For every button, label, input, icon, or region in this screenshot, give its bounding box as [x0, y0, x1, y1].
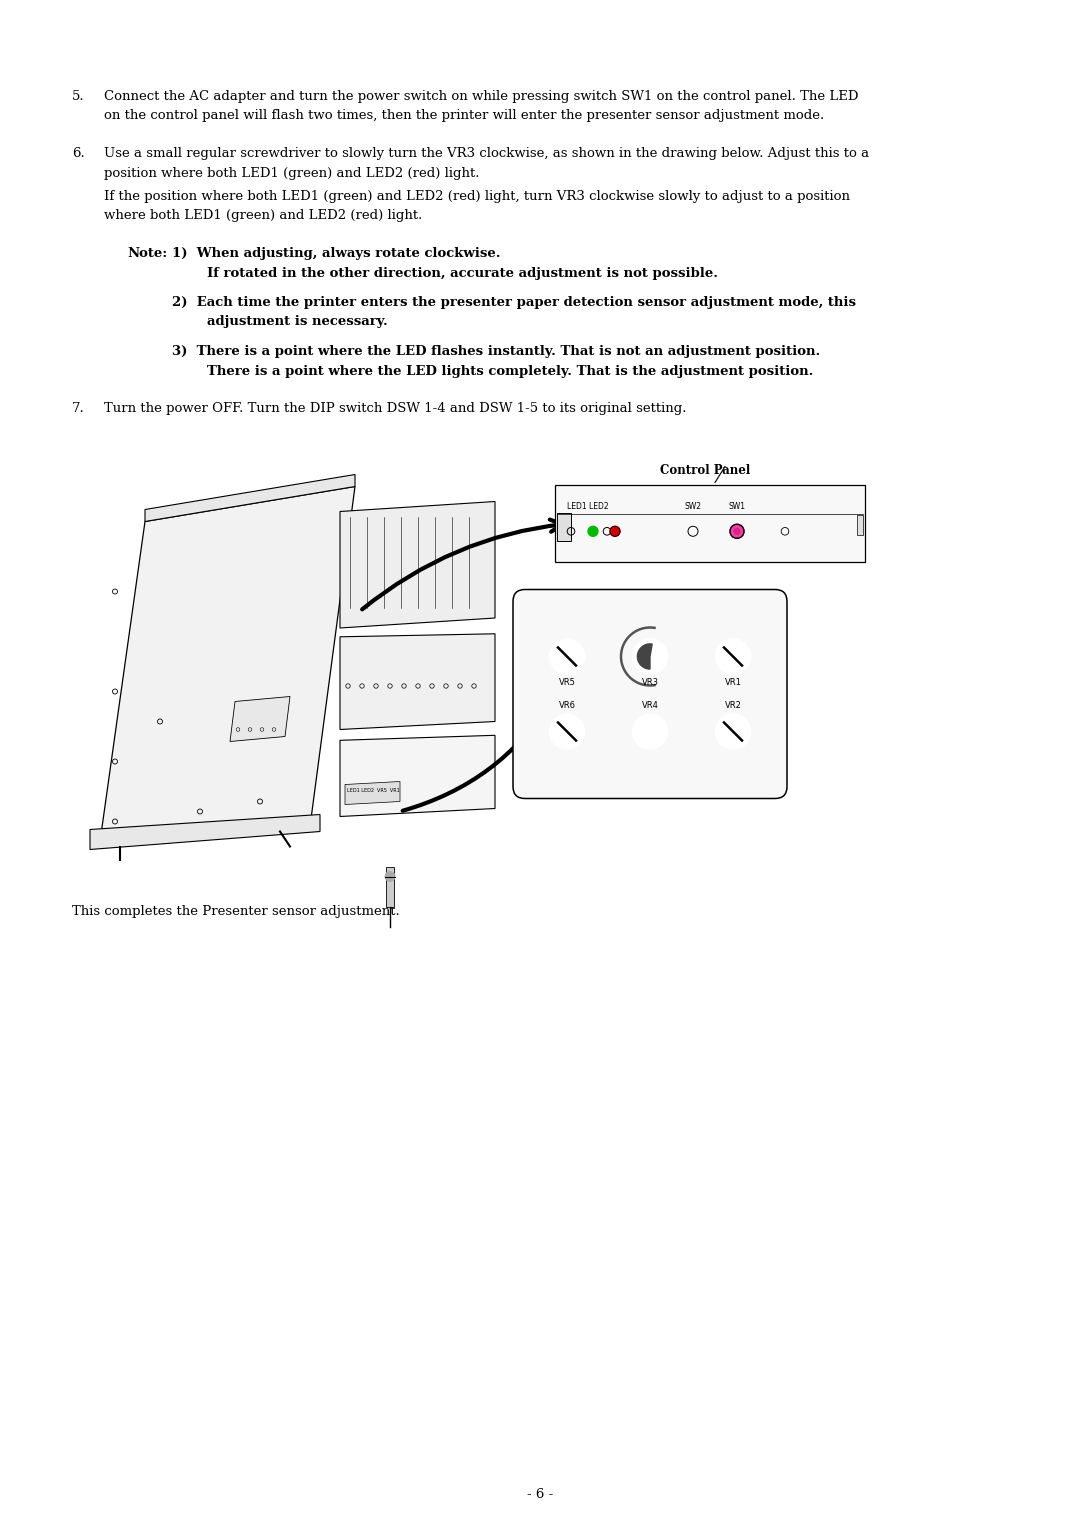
Text: VR1: VR1 — [725, 678, 742, 687]
Circle shape — [633, 715, 667, 750]
Circle shape — [715, 638, 751, 673]
Polygon shape — [90, 814, 320, 849]
Text: SW1: SW1 — [729, 502, 745, 510]
Text: 1)  When adjusting, always rotate clockwise.: 1) When adjusting, always rotate clockwi… — [172, 247, 500, 260]
Text: If rotated in the other direction, accurate adjustment is not possible.: If rotated in the other direction, accur… — [207, 267, 718, 279]
Circle shape — [642, 722, 659, 741]
Text: adjustment is necessary.: adjustment is necessary. — [207, 316, 388, 328]
Text: 2)  Each time the printer enters the presenter paper detection sensor adjustment: 2) Each time the printer enters the pres… — [172, 296, 856, 308]
Text: LED1 LED2  VR5  VR1: LED1 LED2 VR5 VR1 — [347, 788, 400, 793]
Circle shape — [730, 524, 744, 539]
Circle shape — [734, 528, 740, 534]
Text: 5.: 5. — [72, 90, 84, 102]
FancyBboxPatch shape — [555, 484, 865, 562]
Polygon shape — [386, 866, 394, 907]
Circle shape — [633, 638, 667, 673]
Text: VR3: VR3 — [642, 678, 659, 687]
Text: 6.: 6. — [72, 147, 84, 160]
FancyBboxPatch shape — [513, 589, 787, 799]
Polygon shape — [345, 782, 400, 805]
Polygon shape — [340, 736, 495, 817]
FancyBboxPatch shape — [557, 513, 571, 541]
Text: on the control panel will flash two times, then the printer will enter the prese: on the control panel will flash two time… — [104, 110, 824, 122]
Text: VR2: VR2 — [725, 701, 742, 710]
Circle shape — [384, 872, 395, 881]
Text: Turn the power OFF. Turn the DIP switch DSW 1-4 and DSW 1-5 to its original sett: Turn the power OFF. Turn the DIP switch … — [104, 402, 687, 415]
Text: 7.: 7. — [72, 402, 84, 415]
Text: - 6 -: - 6 - — [527, 1489, 553, 1501]
Text: 3)  There is a point where the LED flashes instantly. That is not an adjustment : 3) There is a point where the LED flashe… — [172, 345, 820, 357]
Text: SW2: SW2 — [685, 502, 702, 510]
Circle shape — [688, 527, 698, 536]
Circle shape — [610, 527, 620, 536]
Polygon shape — [340, 634, 495, 730]
Text: This completes the Presenter sensor adjustment.: This completes the Presenter sensor adju… — [72, 904, 400, 918]
Text: Use a small regular screwdriver to slowly turn the VR3 clockwise, as shown in th: Use a small regular screwdriver to slowl… — [104, 147, 869, 160]
Polygon shape — [100, 487, 355, 841]
Text: where both LED1 (green) and LED2 (red) light.: where both LED1 (green) and LED2 (red) l… — [104, 209, 422, 223]
Text: VR6: VR6 — [558, 701, 576, 710]
Wedge shape — [637, 644, 652, 669]
Text: VR4: VR4 — [642, 701, 659, 710]
Text: position where both LED1 (green) and LED2 (red) light.: position where both LED1 (green) and LED… — [104, 166, 480, 180]
Polygon shape — [340, 501, 495, 628]
Circle shape — [550, 638, 584, 673]
Text: LED1 LED2: LED1 LED2 — [567, 502, 609, 510]
FancyBboxPatch shape — [858, 515, 863, 534]
Text: VR5: VR5 — [558, 678, 576, 687]
Text: Connect the AC adapter and turn the power switch on while pressing switch SW1 on: Connect the AC adapter and turn the powe… — [104, 90, 859, 102]
Polygon shape — [230, 696, 291, 742]
Polygon shape — [145, 475, 355, 522]
Text: Note:: Note: — [127, 247, 167, 260]
Circle shape — [715, 715, 751, 750]
Text: There is a point where the LED lights completely. That is the adjustment positio: There is a point where the LED lights co… — [207, 365, 813, 377]
Text: If the position where both LED1 (green) and LED2 (red) light, turn VR3 clockwise: If the position where both LED1 (green) … — [104, 189, 850, 203]
Text: Control Panel: Control Panel — [660, 464, 751, 478]
Circle shape — [550, 715, 584, 750]
Circle shape — [588, 527, 598, 536]
